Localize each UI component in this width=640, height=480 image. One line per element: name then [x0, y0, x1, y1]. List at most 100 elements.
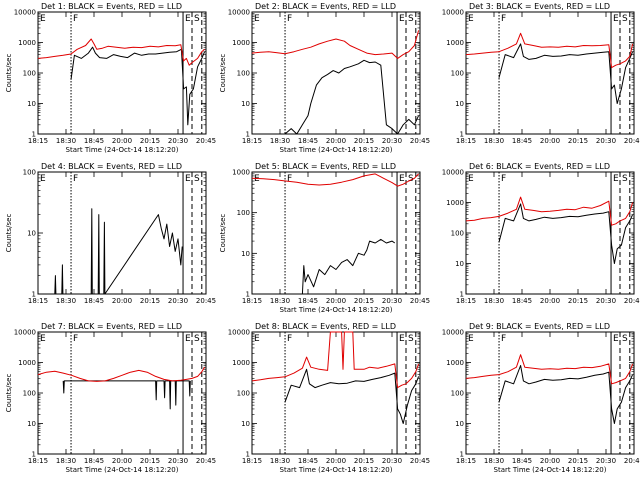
y-tick-label: 100	[451, 70, 464, 78]
x-tick-label: 20:30	[382, 137, 402, 145]
time-marker-label: S	[194, 174, 200, 184]
time-marker-label: S	[622, 174, 628, 184]
y-tick-label: 100	[237, 70, 250, 78]
y-tick-label: 1	[32, 451, 36, 459]
x-tick-label: 18:45	[298, 297, 318, 305]
events-series-line	[62, 380, 191, 410]
time-marker-label: S	[194, 14, 200, 24]
y-axis-label: Counts/sec	[219, 54, 227, 93]
events-series-line	[301, 238, 396, 295]
y-tick-label: 1	[246, 451, 250, 459]
panel-title: Det 1: BLACK = Events, RED = LLD	[41, 2, 182, 11]
time-marker-label: E	[185, 334, 191, 344]
x-tick-label: 20:15	[140, 457, 160, 465]
x-tick-label: 18:30	[270, 297, 290, 305]
y-tick-label: 1	[32, 291, 36, 299]
time-marker-label: F	[73, 14, 78, 24]
x-tick-label: 20:45	[196, 297, 216, 305]
time-marker-label: E	[468, 14, 474, 24]
y-axis-label: Counts/sec	[5, 54, 13, 93]
y-tick-label: 1	[246, 131, 250, 139]
plot-frame	[251, 331, 421, 455]
panel-det-5: Det 5: BLACK = Events, RED = LLD 1 10 100 10…	[219, 162, 430, 314]
lld-series-line	[465, 354, 634, 385]
x-tick-label: 18:15	[456, 457, 476, 465]
y-tick-label: 1000	[232, 169, 250, 177]
x-tick-label: 20:00	[112, 457, 132, 465]
panel-title: Det 9: BLACK = Events, RED = LLD	[469, 322, 610, 331]
x-tick-label: 20:45	[624, 297, 640, 305]
y-tick-label: 1000	[446, 39, 464, 47]
events-series-line	[498, 203, 634, 264]
time-marker-label: S	[194, 334, 200, 344]
x-tick-label: 18:30	[56, 137, 76, 145]
panel-title: Det 7: BLACK = Events, RED = LLD	[41, 322, 182, 331]
panel-title: Det 3: BLACK = Events, RED = LLD	[469, 2, 610, 11]
x-tick-label: 20:00	[326, 137, 346, 145]
time-marker-label: E	[254, 334, 260, 344]
panel-det-3: Det 3: BLACK = Events, RED = LLD 1 10 100 10…	[442, 2, 640, 145]
plot-frame	[465, 171, 635, 295]
y-axis-label: Counts/sec	[219, 214, 227, 253]
x-tick-label: 20:00	[540, 457, 560, 465]
x-tick-label: 20:15	[140, 297, 160, 305]
y-tick-label: 1	[460, 451, 464, 459]
x-axis-label: Start Time (24-Oct-14 18:12:20)	[280, 306, 393, 314]
time-marker-label: E	[185, 174, 191, 184]
time-marker-label: E	[40, 334, 46, 344]
time-marker-label: E	[399, 14, 405, 24]
lld-series-line	[465, 32, 634, 69]
x-tick-label: 18:45	[512, 457, 532, 465]
y-tick-label: 10	[455, 260, 464, 268]
x-tick-label: 18:45	[298, 457, 318, 465]
time-marker-label: E	[613, 14, 619, 24]
y-tick-label: 1000	[232, 359, 250, 367]
x-tick-label: 20:45	[196, 137, 216, 145]
x-tick-label: 18:30	[484, 457, 504, 465]
time-marker-label: E	[40, 174, 46, 184]
y-tick-label: 1000	[446, 359, 464, 367]
events-series-line	[70, 46, 206, 126]
x-tick-label: 20:30	[596, 297, 616, 305]
plot-frame	[37, 171, 207, 295]
plot-frame	[37, 331, 207, 455]
time-marker-label: F	[287, 334, 292, 344]
time-marker-label: E	[185, 14, 191, 24]
events-series-line	[498, 43, 634, 104]
y-tick-label: 100	[237, 209, 250, 217]
y-tick-label: 10	[241, 420, 250, 428]
x-tick-label: 18:45	[84, 137, 104, 145]
y-tick-label: 10	[241, 100, 250, 108]
panel-det-6: Det 6: BLACK = Events, RED = LLD 1 10 100 10…	[442, 162, 640, 305]
x-tick-label: 20:30	[382, 457, 402, 465]
y-tick-label: 10	[241, 250, 250, 258]
x-tick-label: 20:00	[112, 137, 132, 145]
panel-det-9: Det 9: BLACK = Events, RED = LLD 1 10 100 10…	[442, 322, 640, 474]
lld-series-line	[251, 173, 419, 187]
x-tick-label: 18:15	[28, 457, 48, 465]
x-tick-label: 20:30	[382, 297, 402, 305]
plot-frame	[251, 171, 421, 295]
y-tick-label: 100	[23, 70, 36, 78]
time-marker-label: E	[613, 334, 619, 344]
events-series-line	[498, 365, 634, 424]
time-marker-label: E	[399, 334, 405, 344]
y-tick-label: 1000	[232, 39, 250, 47]
x-tick-label: 20:45	[410, 457, 430, 465]
x-tick-label: 20:45	[624, 137, 640, 145]
x-tick-label: 20:30	[596, 137, 616, 145]
events-series-line	[284, 59, 420, 135]
x-tick-label: 20:15	[140, 137, 160, 145]
y-tick-label: 10	[27, 100, 36, 108]
x-tick-label: 20:15	[568, 457, 588, 465]
x-tick-label: 18:45	[84, 297, 104, 305]
time-marker-label: F	[501, 174, 506, 184]
time-marker-label: E	[40, 14, 46, 24]
x-tick-label: 20:15	[568, 137, 588, 145]
plot-frame	[37, 11, 207, 135]
panel-title: Det 2: BLACK = Events, RED = LLD	[255, 2, 396, 11]
x-tick-label: 18:15	[28, 137, 48, 145]
plot-frame	[251, 11, 421, 135]
